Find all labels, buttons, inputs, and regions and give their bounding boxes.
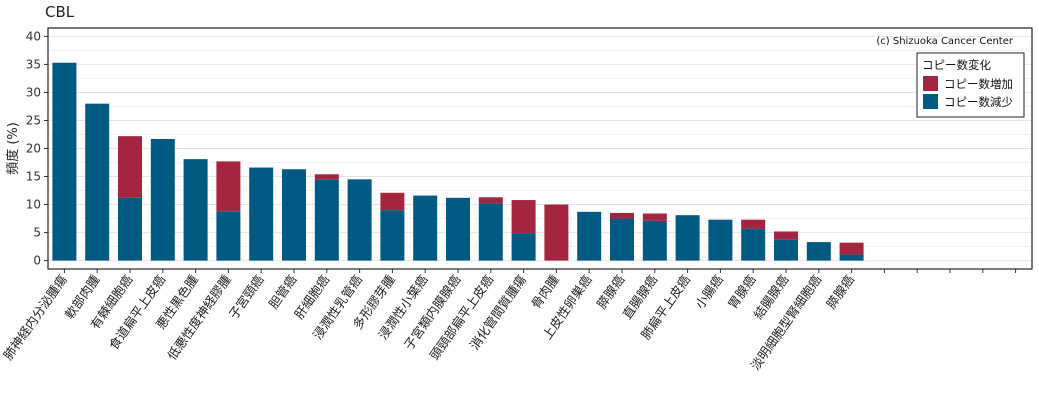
bar-segment-increase <box>314 174 339 180</box>
bar-segment-decrease <box>741 228 766 261</box>
legend-title: コピー数変化 <box>922 58 991 72</box>
bar-segment-decrease <box>675 215 700 261</box>
bars <box>52 62 864 261</box>
bar-segment-decrease <box>478 203 503 261</box>
y-tick-label: 0 <box>33 254 41 268</box>
bar-segment-decrease <box>85 103 110 261</box>
x-tick-label: 骨肉腫 <box>528 272 562 312</box>
x-tick-label: 胃腺癌 <box>725 272 759 311</box>
bar-segment-decrease <box>314 179 339 261</box>
bar-segment-increase <box>642 213 667 221</box>
legend-swatch-decrease <box>923 94 938 109</box>
bar-segment-decrease <box>282 169 306 261</box>
bar-segment-decrease <box>610 218 634 261</box>
bar-segment-decrease <box>216 211 241 261</box>
bar-segment-increase <box>610 212 634 219</box>
bar-segment-increase <box>216 161 241 212</box>
bar-segment-increase <box>380 192 405 211</box>
bar-segment-decrease <box>806 242 831 261</box>
bar-segment-decrease <box>249 167 274 261</box>
chart-title: CBL <box>45 3 75 21</box>
bar-segment-decrease <box>511 233 536 261</box>
y-tick-label: 10 <box>26 198 41 212</box>
bar-segment-increase <box>118 136 142 198</box>
bar-segment-decrease <box>118 197 142 261</box>
bar-segment-decrease <box>380 210 405 261</box>
bar-segment-decrease <box>577 211 602 261</box>
bar-segment-increase <box>478 197 503 204</box>
bar-segment-decrease <box>413 195 438 261</box>
major-gridlines <box>48 35 1032 262</box>
y-tick-label: 25 <box>26 113 41 127</box>
y-axis: 0 5 10 15 20 25 30 35 40 <box>26 29 48 268</box>
y-tick-label: 40 <box>26 29 41 43</box>
y-tick-label: 35 <box>26 57 41 71</box>
x-tick-label: 胆管癌 <box>266 272 300 311</box>
bar-segment-decrease <box>183 159 208 261</box>
legend-label-decrease: コピー数減少 <box>944 95 1013 109</box>
bar-segment-decrease <box>347 179 372 261</box>
bar-segment-increase <box>741 219 766 229</box>
bar-segment-decrease <box>839 254 864 261</box>
minor-gridlines <box>48 49 1032 248</box>
bar-segment-increase <box>839 242 864 255</box>
x-tick-label: 小腸癌 <box>692 272 726 311</box>
x-tick-label: 膵腺癌 <box>823 272 857 311</box>
legend: コピー数変化 コピー数増加 コピー数減少 <box>916 52 1025 118</box>
y-tick-label: 20 <box>26 142 41 156</box>
bar-segment-decrease <box>446 197 470 261</box>
credit-annotation: (c) Shizuoka Cancer Center <box>876 36 1014 47</box>
x-tick-label: 肺神経内分泌腫瘍 <box>0 272 70 363</box>
y-tick-label: 5 <box>33 226 41 240</box>
y-tick-label: 15 <box>26 170 41 184</box>
legend-label-increase: コピー数増加 <box>944 77 1013 91</box>
y-axis-label: 頻度 (%) <box>5 122 21 175</box>
bar-segment-decrease <box>150 138 175 261</box>
x-tick-label: 膵腺癌 <box>594 272 628 311</box>
x-axis: 肺神経内分泌腫瘍軟部肉腫有棘細胞癌食道扁平上皮癌悪性黒色腫低悪性度神経膠腫子宮頸… <box>0 269 1017 373</box>
bar-segment-increase <box>511 200 536 234</box>
legend-swatch-increase <box>923 76 938 91</box>
y-tick-label: 30 <box>26 85 41 99</box>
bar-segment-decrease <box>774 239 798 261</box>
bar-segment-decrease <box>708 219 733 261</box>
bar-segment-decrease <box>52 62 77 261</box>
bar-segment-decrease <box>642 220 667 261</box>
bar-segment-increase <box>774 231 798 240</box>
bar-segment-increase <box>544 204 569 261</box>
